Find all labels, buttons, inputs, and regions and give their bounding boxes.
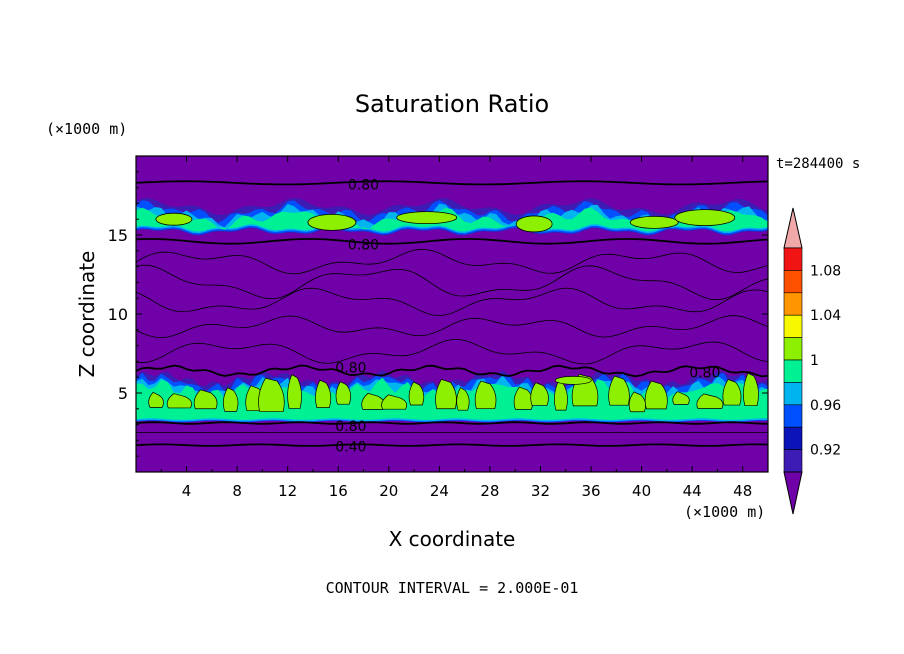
colorbar-segment	[783, 247, 803, 271]
upper-layer-fill	[629, 215, 679, 229]
contour-line	[136, 315, 768, 339]
lower-layer-fill	[258, 377, 285, 412]
lower-layer-fill	[608, 375, 630, 406]
colorbar-segment	[783, 382, 803, 406]
colorbar-label: 1	[810, 353, 819, 369]
lower-layer-fill	[381, 394, 408, 410]
contour-line	[136, 364, 768, 378]
colorbar-segment	[783, 404, 803, 428]
x-tick-label: 44	[683, 482, 702, 500]
contour-label: 0.80	[348, 237, 379, 253]
contour-line	[136, 238, 768, 245]
contour-label: 0.80	[335, 361, 366, 377]
lower-layer-fill	[335, 381, 352, 405]
contour-labels: 0.80 0.80 0.80 0.80 0.80 0.40	[335, 177, 720, 455]
x-axis-title: X coordinate	[389, 527, 516, 551]
contour-lines	[136, 180, 768, 447]
lower-layer-fill	[435, 378, 457, 410]
colorbar-segment	[783, 449, 803, 473]
contour-line	[136, 421, 768, 425]
colorbar-label: 1.04	[810, 308, 841, 324]
lower-layer-fill	[148, 391, 164, 408]
lower-layer-fill	[166, 393, 192, 409]
x-tick-label: 24	[430, 482, 449, 500]
contour-label: 0.80	[348, 177, 379, 193]
x-tick-label: 40	[632, 482, 651, 500]
colorbar: 1.08 1.04 1 0.96 0.92	[783, 207, 841, 515]
colorbar-label: 0.92	[810, 443, 841, 459]
upper-layer-fill	[515, 215, 553, 233]
x-tick-label: 20	[379, 482, 398, 500]
upper-layer-fill	[155, 212, 193, 226]
y-tick-label: 10	[108, 305, 128, 324]
lower-layer-fill	[672, 391, 690, 405]
contour-interval-note: CONTOUR INTERVAL = 2.000E-01	[326, 579, 579, 597]
colorbar-segment	[783, 337, 803, 361]
lower-layer-fill	[222, 387, 239, 412]
lower-layer-fill	[696, 393, 724, 409]
lower-layer-fill	[193, 389, 218, 410]
colorbar-cap-top	[783, 207, 803, 249]
upper-layer-fill	[674, 209, 736, 227]
lower-layer-fill	[743, 372, 759, 407]
colorbar-segment	[783, 314, 803, 338]
x-unit-label: (×1000 m)	[684, 503, 765, 521]
contour-label: 0.40	[335, 440, 366, 456]
x-tick-label: 8	[232, 482, 242, 500]
contour-label: 0.80	[689, 365, 720, 381]
contour-line	[136, 180, 768, 186]
field-layers	[136, 197, 768, 423]
contour-label: 0.80	[335, 419, 366, 435]
upper-layer-fill	[307, 213, 357, 231]
time-label: t=284400 s	[776, 156, 860, 172]
lower-layer-fill	[315, 379, 332, 408]
upper-layer-fill	[396, 211, 458, 225]
x-tick-label: 4	[182, 482, 192, 500]
lower-layer-fill	[408, 381, 425, 406]
colorbar-segment	[783, 359, 803, 383]
colorbar-label: 0.96	[810, 398, 841, 414]
contour-line	[136, 287, 768, 317]
colorbar-label: 1.08	[810, 263, 841, 279]
colorbar-segment	[783, 426, 803, 450]
x-tick-label: 36	[581, 482, 600, 500]
x-tick-label: 12	[278, 482, 297, 500]
lower-layer-fill	[554, 376, 592, 385]
plot-area: 0.800.800.80 0.800.800.40 4 8 12 16 20 24 28 32 3…	[108, 155, 769, 500]
y-tick-label: 15	[108, 226, 128, 245]
contour-line	[136, 338, 768, 365]
colorbar-segment	[783, 292, 803, 316]
lower-layer-fill	[722, 379, 742, 406]
lower-layer-fill	[456, 387, 470, 411]
y-unit-label: (×1000 m)	[46, 120, 127, 138]
lower-layer-fill	[474, 380, 497, 410]
colorbar-segment	[783, 270, 803, 294]
x-axis: 4 8 12 16 20 24 28 32 36 40 44 48	[160, 156, 752, 500]
y-axis: 5 10 15	[108, 171, 768, 457]
lower-layer-fill	[287, 374, 302, 409]
colorbar-cap-bottom	[783, 471, 803, 515]
y-axis-title: Z coordinate	[75, 251, 99, 378]
x-tick-label: 16	[329, 482, 348, 500]
lower-layer-fill	[644, 380, 668, 410]
contour-line	[136, 248, 768, 275]
x-tick-label: 48	[733, 482, 752, 500]
contour-line	[136, 443, 768, 447]
lower-layer-fill	[628, 391, 646, 413]
y-tick-label: 5	[118, 384, 128, 403]
x-tick-label: 28	[480, 482, 499, 500]
x-tick-label: 32	[531, 482, 550, 500]
chart-title: Saturation Ratio	[355, 90, 549, 118]
lower-layer-fill	[530, 382, 549, 406]
contour-line	[136, 264, 768, 301]
